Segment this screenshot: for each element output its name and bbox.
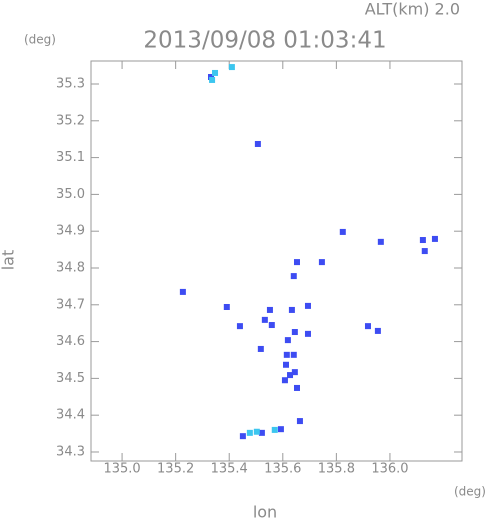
echo-point — [261, 316, 268, 323]
x-tick-label: 135.6 — [264, 462, 301, 477]
echo-point — [277, 426, 284, 433]
echo-point — [246, 429, 253, 436]
echo-point — [296, 418, 303, 425]
echo-point — [209, 76, 216, 83]
echo-point — [291, 369, 298, 376]
echo-point — [257, 345, 264, 352]
y-tick-label: 34.4 — [56, 408, 85, 423]
echo-point — [431, 235, 438, 242]
x-tick-label: 136.0 — [371, 462, 408, 477]
echo-point — [291, 329, 298, 336]
y-tick-label: 34.7 — [56, 297, 85, 312]
echo-point — [266, 306, 273, 313]
echo-point — [283, 351, 290, 358]
echo-point — [377, 238, 384, 245]
x-tick-label: 135.2 — [157, 462, 194, 477]
echo-point — [419, 237, 426, 244]
echo-point — [212, 69, 219, 76]
echo-point — [284, 337, 291, 344]
echo-point — [268, 322, 275, 329]
y-unit: (deg) — [24, 33, 56, 47]
echo-point — [339, 228, 346, 235]
echo-point — [236, 323, 243, 330]
echo-point — [254, 140, 261, 147]
y-tick-label: 35.3 — [56, 76, 85, 91]
echo-point — [364, 323, 371, 330]
echo-point — [271, 426, 278, 433]
echo-point — [223, 303, 230, 310]
echo-point — [283, 361, 290, 368]
echo-point — [258, 429, 265, 436]
chart-title: 2013/09/08 01:03:41 — [143, 28, 386, 54]
x-tick-label: 135.4 — [211, 462, 248, 477]
echo-point — [304, 330, 311, 337]
echo-point — [374, 327, 381, 334]
echo-point — [288, 306, 295, 313]
x-unit: (deg) — [454, 485, 486, 499]
y-tick-label: 34.8 — [56, 260, 85, 275]
x-tick-label: 135.0 — [103, 462, 140, 477]
echo-point — [421, 248, 428, 255]
echo-point — [239, 433, 246, 440]
echo-point — [290, 351, 297, 358]
echo-point — [304, 302, 311, 309]
echo-point — [281, 377, 288, 384]
x-tick-label: 135.8 — [318, 462, 355, 477]
plot-frame — [90, 60, 463, 462]
y-tick-label: 34.6 — [56, 334, 85, 349]
y-tick-label: 35.2 — [56, 113, 85, 128]
echo-point — [287, 372, 294, 379]
echo-point — [290, 273, 297, 280]
y-tick-label: 35.0 — [56, 187, 85, 202]
y-tick-label: 35.1 — [56, 150, 85, 165]
y-axis-label: lat — [0, 250, 18, 271]
echo-point — [253, 428, 260, 435]
echo-point — [228, 64, 235, 71]
subtitle: ALT(km) 2.0 — [365, 0, 460, 19]
y-tick-label: 34.9 — [56, 224, 85, 239]
echo-point — [179, 288, 186, 295]
y-tick-label: 34.3 — [56, 444, 85, 459]
echo-point — [293, 384, 300, 391]
y-tick-label: 34.5 — [56, 371, 85, 386]
echo-point — [293, 259, 300, 266]
x-axis-label: lon — [253, 503, 277, 521]
echo-point — [318, 259, 325, 266]
